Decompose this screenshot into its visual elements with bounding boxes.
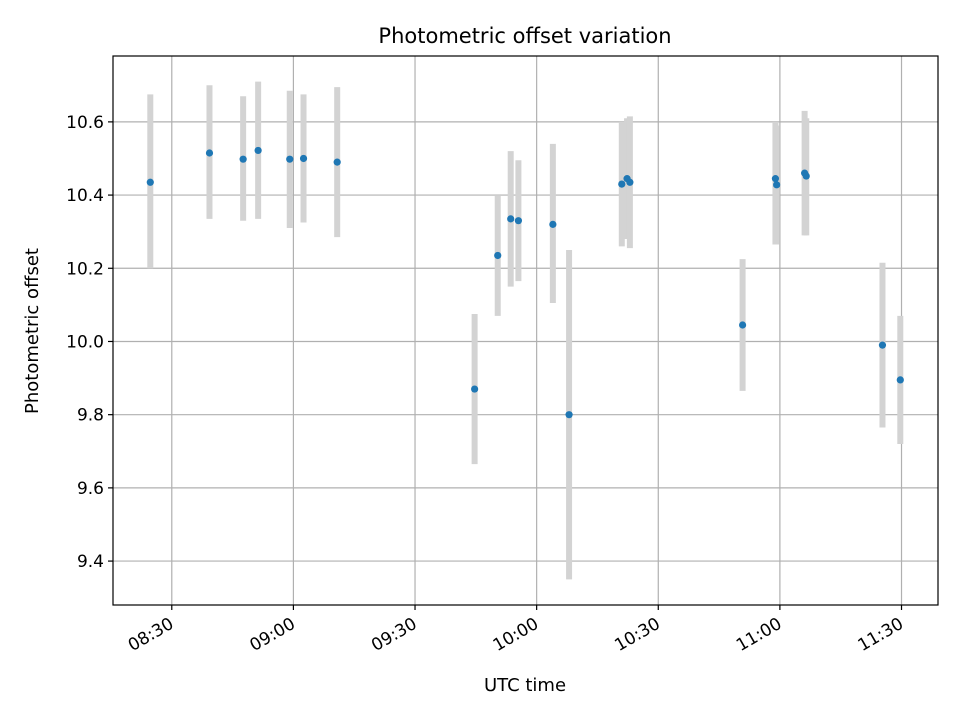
data-point bbox=[286, 155, 294, 163]
y-tick-label: 9.6 bbox=[77, 479, 104, 499]
data-point bbox=[494, 251, 502, 260]
data-point bbox=[254, 146, 262, 155]
data-point bbox=[878, 341, 887, 349]
plot-frame bbox=[112, 55, 939, 606]
data-point bbox=[205, 149, 214, 157]
y-tick-label: 10.6 bbox=[66, 113, 104, 133]
y-tick-label: 9.4 bbox=[77, 552, 104, 572]
data-point bbox=[239, 155, 247, 163]
data-point bbox=[471, 385, 479, 393]
data-point bbox=[738, 321, 747, 329]
y-tick-label: 10.2 bbox=[66, 259, 104, 279]
data-point bbox=[896, 376, 904, 384]
y-axis-title: Photometric offset bbox=[22, 248, 43, 414]
y-tick-label: 9.8 bbox=[77, 406, 104, 426]
y-tick-label: 10.0 bbox=[66, 332, 104, 352]
data-point bbox=[618, 180, 626, 188]
x-axis-title: UTC time bbox=[484, 675, 566, 696]
chart-title: Photometric offset variation bbox=[378, 24, 671, 48]
data-point bbox=[146, 178, 154, 186]
data-point bbox=[549, 220, 557, 228]
data-point bbox=[626, 178, 634, 186]
data-point bbox=[565, 411, 573, 419]
data-point bbox=[333, 158, 341, 166]
data-point bbox=[802, 172, 810, 180]
data-points bbox=[146, 146, 904, 419]
data-point bbox=[299, 154, 308, 163]
data-point bbox=[507, 215, 515, 223]
data-point bbox=[773, 181, 781, 189]
data-point bbox=[771, 175, 780, 183]
y-tick-label: 10.4 bbox=[66, 186, 104, 206]
data-point bbox=[514, 217, 523, 225]
